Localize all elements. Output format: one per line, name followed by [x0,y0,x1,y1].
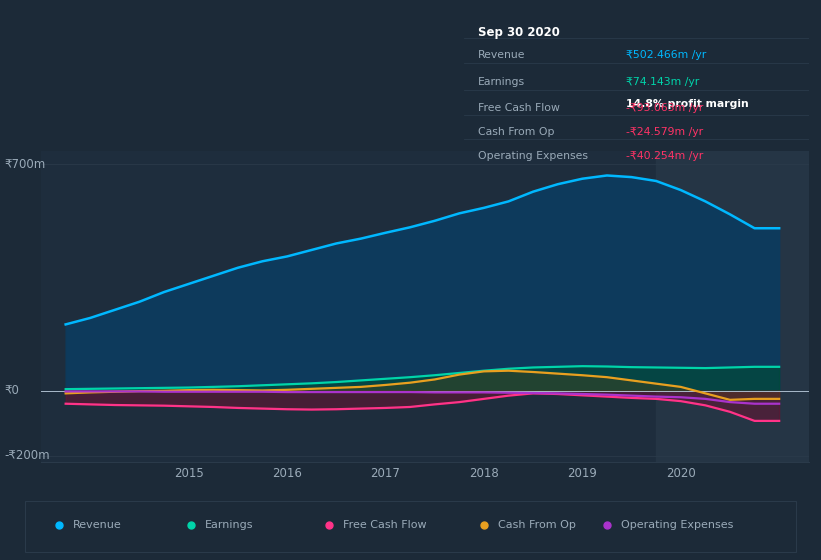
Text: ₹700m: ₹700m [4,158,45,171]
Text: Earnings: Earnings [478,77,525,87]
Text: Free Cash Flow: Free Cash Flow [478,104,560,113]
Text: Operating Expenses: Operating Expenses [621,520,733,530]
Text: Cash From Op: Cash From Op [498,520,576,530]
Text: -₹40.254m /yr: -₹40.254m /yr [626,151,703,161]
Text: Sep 30 2020: Sep 30 2020 [478,26,560,39]
Text: 14.8% profit margin: 14.8% profit margin [626,99,749,109]
Text: Revenue: Revenue [73,520,122,530]
Text: -₹93.063m /yr: -₹93.063m /yr [626,104,703,113]
Text: ₹0: ₹0 [4,384,19,397]
Text: Earnings: Earnings [204,520,253,530]
Bar [656,151,809,462]
Text: -₹24.579m /yr: -₹24.579m /yr [626,127,703,137]
Text: ₹502.466m /yr: ₹502.466m /yr [626,50,706,60]
Text: Cash From Op: Cash From Op [478,127,554,137]
Text: Revenue: Revenue [478,50,525,60]
Text: Operating Expenses: Operating Expenses [478,151,588,161]
Text: ₹74.143m /yr: ₹74.143m /yr [626,77,699,87]
Text: -₹200m: -₹200m [4,449,50,462]
Text: Free Cash Flow: Free Cash Flow [343,520,427,530]
